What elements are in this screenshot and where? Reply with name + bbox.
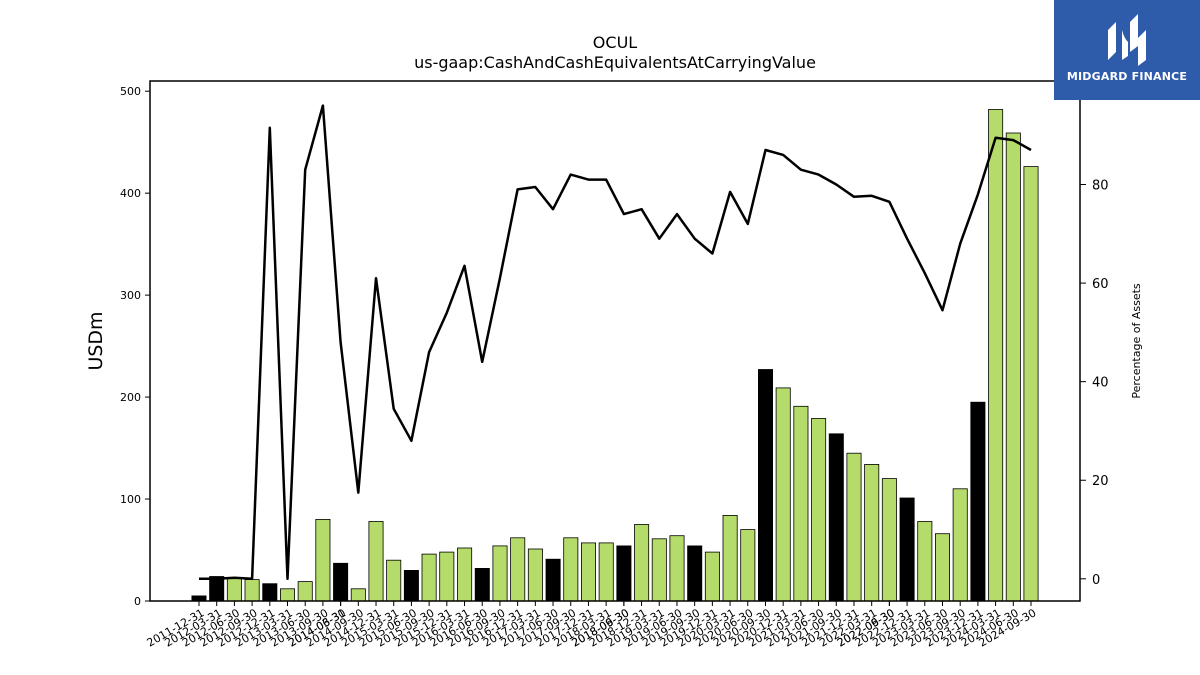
plot-frame [149, 80, 1081, 602]
bar [758, 369, 774, 602]
bar [899, 497, 915, 602]
y-tick-label: 200 [120, 391, 141, 404]
left-axis: 0 100 200 300 400 500 [120, 85, 150, 608]
chart-title: OCUL [593, 33, 637, 52]
y2-tick-label: 60 [1092, 277, 1109, 292]
y-tick-label: 100 [120, 493, 141, 506]
y2-tick-label: 20 [1092, 474, 1109, 489]
bar [988, 109, 1004, 602]
y2-tick-label: 40 [1092, 376, 1109, 391]
bar [581, 542, 597, 602]
bar [386, 559, 402, 602]
bar [881, 478, 897, 602]
y2-axis-label: Percentage of Assets [1130, 283, 1143, 399]
bar [457, 547, 473, 602]
bar [669, 535, 685, 602]
bar [811, 418, 827, 602]
bar [545, 558, 561, 602]
bar [191, 595, 207, 602]
bar [651, 538, 667, 602]
bar-series [191, 109, 1039, 602]
bar [244, 579, 260, 602]
bar [970, 401, 986, 602]
bar [1023, 166, 1039, 602]
line-series [199, 104, 1032, 581]
bar [722, 515, 738, 602]
chart-subtitle: us-gaap:CashAndCashEquivalentsAtCarrying… [414, 53, 816, 72]
y2-tick-label: 0 [1092, 573, 1100, 588]
bar [846, 452, 862, 602]
bar [226, 577, 242, 602]
bar [828, 433, 844, 602]
bar [775, 387, 791, 602]
bar [279, 588, 295, 602]
bar [1005, 132, 1021, 602]
midgard-logo-icon [1108, 14, 1146, 66]
brand-logo: MIDGARD FINANCE [1054, 0, 1200, 100]
bar [510, 537, 526, 602]
bar [952, 488, 968, 602]
y-tick-label: 500 [120, 85, 141, 98]
right-axis: 0 20 40 60 80 [1080, 179, 1109, 588]
bar [333, 562, 349, 602]
y2-tick-label: 80 [1092, 179, 1109, 194]
bar [563, 537, 579, 602]
bar [864, 463, 880, 602]
bar [616, 545, 632, 602]
bar [350, 588, 366, 602]
bar [492, 545, 508, 602]
bar [403, 570, 419, 602]
y-tick-label: 400 [120, 187, 141, 200]
y-axis-label: USDm [85, 311, 107, 370]
bar [368, 521, 384, 602]
bar [935, 533, 951, 602]
bar [793, 405, 809, 602]
bar [474, 568, 490, 602]
bar [262, 583, 278, 602]
bar [421, 553, 437, 602]
bar [297, 581, 313, 602]
bar [315, 519, 331, 602]
logo-text: MIDGARD FINANCE [1066, 70, 1188, 83]
bar [439, 551, 455, 602]
bar [527, 548, 543, 602]
y-tick-label: 0 [134, 595, 141, 608]
bar [598, 542, 614, 602]
bar [209, 576, 225, 602]
bar [634, 524, 650, 602]
bar [687, 545, 703, 602]
y-tick-label: 300 [120, 289, 141, 302]
bar [704, 551, 720, 602]
percentage-line [199, 104, 1032, 581]
x-axis: 2011-12-312012-03-312012-06-302012-09-30… [145, 601, 1039, 650]
bar [740, 529, 756, 602]
bar [917, 521, 933, 602]
